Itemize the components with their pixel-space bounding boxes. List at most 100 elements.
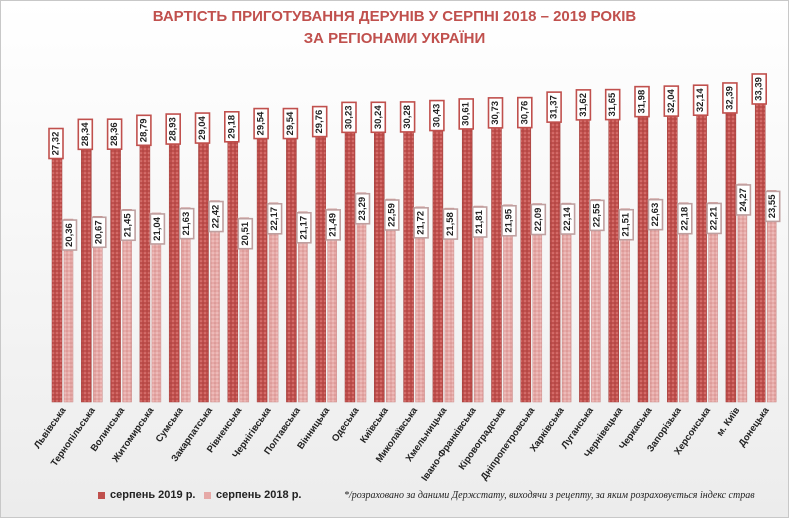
value-label-2018-frame — [706, 202, 722, 235]
bar-2018 — [356, 192, 367, 403]
bar-2019 — [139, 143, 151, 403]
legend-item-2019: серпень 2019 р. — [98, 489, 195, 501]
value-label-2018-box: 22,14 — [559, 203, 576, 235]
value-label-2018-frame — [178, 207, 195, 240]
value-label-2018-frame — [589, 199, 605, 232]
value-label-2018-box: 21,49 — [325, 209, 342, 241]
value-label-2019: 28,34 — [80, 122, 91, 146]
bar-2018 — [561, 202, 572, 403]
value-label-2018-box: 21,81 — [471, 206, 488, 238]
bar-2019 — [315, 134, 326, 403]
bar-2018 — [532, 203, 543, 403]
value-label-2019-frame — [458, 98, 475, 130]
value-label-2018-box: 22,09 — [530, 203, 547, 236]
value-label-2019-box: 32,39 — [722, 82, 738, 114]
value-label-2018-box: 21,72 — [413, 207, 429, 239]
value-label-2018-frame — [530, 203, 547, 236]
value-label-2018-box: 22,63 — [647, 198, 664, 231]
value-label-2018: 23,55 — [767, 194, 778, 218]
value-label-2018-box: 23,55 — [764, 190, 781, 223]
value-label-2018: 24,27 — [738, 188, 749, 212]
bar-2018 — [268, 202, 279, 403]
value-label-2018-frame — [471, 206, 488, 238]
value-label-2019-box: 28,34 — [77, 118, 94, 151]
category-label: Івано-Франківська — [419, 405, 479, 484]
value-label-2019-frame — [663, 85, 680, 117]
bar-2018 — [620, 208, 630, 403]
bar-2018 — [151, 212, 162, 403]
value-label-2019-box: 30,61 — [458, 98, 475, 130]
value-label-2019-box: 29,54 — [253, 107, 269, 140]
value-label-2019-box: 28,93 — [165, 113, 181, 145]
bar-2019 — [549, 119, 561, 403]
value-label-2019: 29,04 — [197, 115, 208, 139]
value-label-2019: 32,39 — [724, 86, 735, 110]
bar-2018 — [386, 198, 396, 403]
value-label-2019: 28,36 — [109, 122, 120, 146]
value-label-2019-frame — [77, 118, 94, 151]
value-label-2018: 21,51 — [621, 212, 632, 236]
value-label-2019-frame — [311, 105, 328, 138]
value-label-2018: 21,49 — [328, 213, 339, 237]
bar-2019 — [227, 139, 239, 403]
value-label-2019-box: 29,54 — [282, 107, 299, 140]
bar-2018 — [679, 202, 689, 403]
value-label-2018-box: 22,55 — [589, 199, 605, 232]
legend-label-2019: серпень 2019 р. — [110, 489, 196, 501]
value-label-2019-frame — [692, 84, 709, 117]
value-label-2018-box: 21,58 — [442, 208, 459, 240]
value-label-2019: 30,24 — [373, 105, 384, 129]
value-label-2018-frame — [120, 209, 136, 242]
value-label-2019-frame — [516, 96, 533, 129]
value-label-2018: 21,04 — [152, 216, 163, 240]
value-label-2019-box: 31,62 — [575, 89, 592, 121]
value-label-2018-box: 20,51 — [237, 217, 254, 250]
legend-swatch-2018 — [204, 491, 211, 499]
value-label-2019-box: 31,98 — [634, 85, 650, 118]
bar-2018 — [298, 211, 308, 403]
bar-2019 — [344, 130, 356, 403]
bar-2019 — [286, 136, 297, 403]
category-label: Одеська — [330, 405, 362, 444]
bar-2019 — [637, 114, 649, 403]
value-label-2018-frame — [149, 213, 166, 245]
category-label: Сумська — [154, 405, 186, 445]
value-label-2018-frame — [383, 199, 400, 231]
bar-2018 — [63, 218, 74, 403]
value-label-2019-box: 29,76 — [311, 105, 328, 138]
value-label-2019-frame — [224, 111, 240, 143]
value-label-2018-frame — [91, 216, 107, 249]
value-label-2019-frame — [282, 107, 299, 140]
value-label-2019-box: 30,28 — [399, 101, 416, 133]
bar-2018 — [122, 209, 132, 403]
value-label-2019: 27,32 — [51, 132, 62, 156]
value-label-2019-frame — [722, 82, 738, 114]
value-label-2019: 29,54 — [285, 111, 296, 135]
value-label-2019-frame — [48, 127, 64, 160]
value-label-2018: 21,72 — [416, 211, 427, 235]
value-label-2019-box: 30,23 — [341, 101, 357, 134]
bar-2019 — [256, 136, 268, 403]
category-label: м. Київ — [715, 405, 743, 438]
bar-2019 — [696, 112, 707, 403]
value-label-2019-frame — [194, 112, 211, 144]
value-label-2018: 20,51 — [240, 221, 251, 245]
value-label-2019-frame — [106, 118, 123, 150]
value-label-2019-box: 30,43 — [429, 99, 445, 132]
value-label-2018-frame — [237, 217, 254, 250]
value-label-2018-frame — [61, 219, 78, 251]
value-label-2019-box: 30,76 — [516, 96, 533, 129]
value-label-2019-box: 29,04 — [194, 112, 211, 144]
value-label-2018-box: 21,95 — [501, 204, 517, 237]
bar-2019 — [667, 113, 678, 403]
value-label-2018: 21,45 — [123, 213, 134, 237]
bar-2018 — [503, 204, 513, 403]
value-label-2018-box: 24,27 — [735, 184, 752, 216]
value-label-2018-box: 21,45 — [120, 209, 136, 242]
bar-2018 — [93, 216, 103, 403]
value-label-2018-frame — [442, 208, 459, 240]
value-label-2019-box: 31,37 — [546, 91, 562, 123]
value-label-2018-frame — [501, 204, 517, 237]
value-label-2018: 21,63 — [181, 212, 192, 236]
value-label-2019-frame — [604, 88, 621, 121]
